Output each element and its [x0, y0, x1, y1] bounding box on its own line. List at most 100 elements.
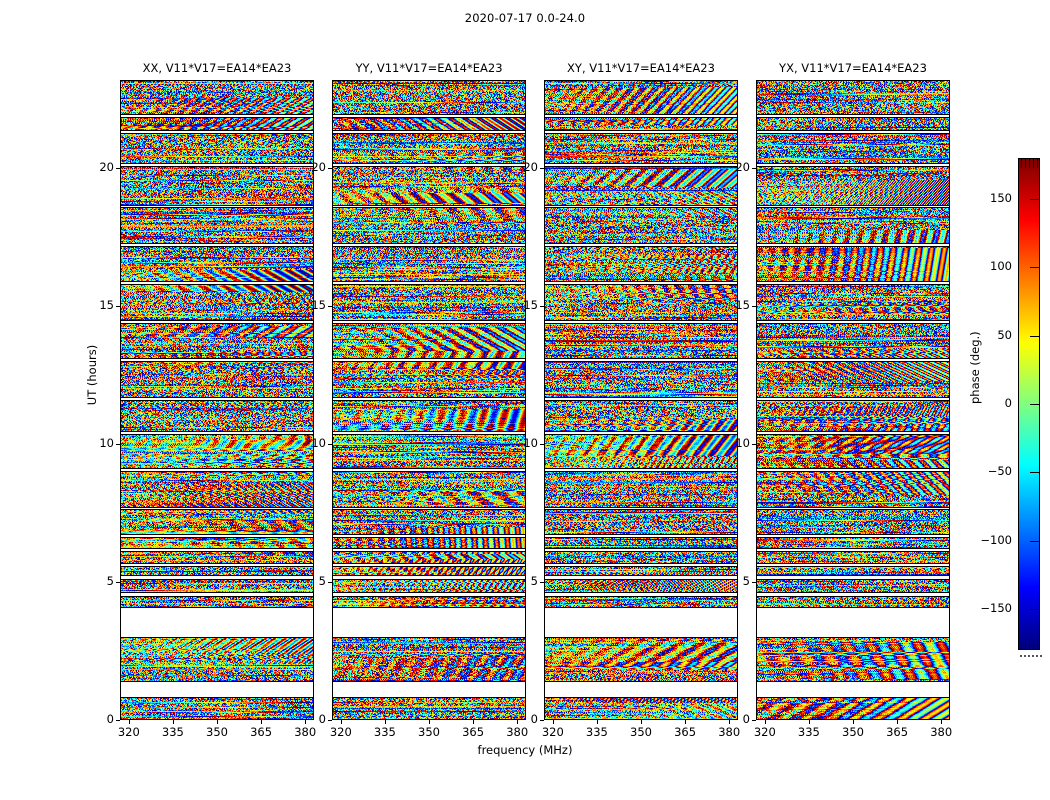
- panel-title-xx: XX, V11*V17=EA14*EA23: [142, 61, 292, 75]
- x-tick-label: 380: [930, 725, 953, 739]
- y-tick-label: 20: [735, 160, 750, 175]
- x-tick-mark: [217, 720, 218, 724]
- colorbar-bottom-extend-ticks: [1018, 640, 1040, 649]
- colorbar-tick-label: 50: [997, 327, 1012, 342]
- x-tick-label: 365: [674, 725, 697, 739]
- x-tick-mark: [517, 720, 519, 724]
- y-tick-mark: [328, 168, 332, 170]
- colorbar-tick-mark: [1030, 404, 1040, 405]
- colorbar-tick-mark: [1030, 609, 1040, 610]
- x-tick-label: 320: [753, 725, 776, 739]
- x-axis-label: frequency (MHz): [477, 743, 573, 757]
- x-tick-label: 350: [630, 725, 652, 739]
- y-tick-label: 20: [99, 160, 114, 175]
- x-tick-label: 365: [462, 725, 485, 739]
- x-tick-mark: [641, 720, 642, 724]
- colorbar-tick-label: 150: [990, 191, 1012, 205]
- y-tick-label: 5: [318, 574, 326, 589]
- x-tick-label: 320: [329, 725, 352, 739]
- y-tick-mark: [116, 720, 120, 721]
- y-tick-mark: [540, 168, 544, 170]
- x-tick-label: 380: [718, 725, 741, 739]
- panel-title-xy: XY, V11*V17=EA14*EA23: [567, 61, 715, 75]
- panel-title-yy: YY, V11*V17=EA14*EA23: [355, 61, 503, 75]
- y-tick-mark: [752, 582, 756, 584]
- x-tick-label: 335: [585, 725, 608, 739]
- y-tick-mark: [116, 444, 120, 446]
- heatmap-image-yy: [333, 81, 525, 719]
- colorbar-underflow-dots: [1018, 655, 1044, 659]
- y-tick-label: 10: [311, 436, 326, 451]
- x-tick-label: 320: [541, 725, 564, 739]
- x-tick-mark: [305, 720, 307, 724]
- colorbar-tick-label: 0: [1004, 396, 1012, 410]
- y-tick-mark: [540, 444, 544, 446]
- x-tick-mark: [729, 720, 731, 724]
- x-tick-mark: [473, 720, 475, 724]
- x-tick-label: 350: [842, 725, 864, 739]
- colorbar-tick-label: −150: [980, 601, 1012, 615]
- y-tick-label: 5: [106, 574, 114, 589]
- y-tick-mark: [752, 444, 756, 446]
- colorbar-tick-label: 100: [990, 259, 1012, 274]
- y-tick-label: 15: [99, 298, 114, 313]
- colorbar-top-extend-ticks: [1018, 159, 1040, 168]
- y-tick-label: 5: [530, 574, 538, 589]
- y-tick-mark: [328, 306, 332, 308]
- x-tick-mark: [808, 720, 810, 724]
- x-tick-label: 365: [886, 725, 909, 739]
- y-tick-label: 0: [106, 712, 114, 726]
- y-tick-label: 20: [311, 160, 326, 175]
- y-tick-mark: [540, 582, 544, 584]
- x-tick-label: 335: [797, 725, 820, 739]
- x-tick-label: 380: [294, 725, 317, 739]
- x-tick-label: 335: [373, 725, 396, 739]
- colorbar-tick-mark: [1030, 472, 1040, 474]
- colorbar-tick-mark: [1030, 199, 1040, 200]
- y-axis-label: UT (hours): [85, 344, 100, 406]
- x-tick-mark: [340, 720, 342, 724]
- y-tick-mark: [116, 306, 120, 308]
- x-tick-label: 320: [117, 725, 140, 739]
- y-tick-label: 15: [311, 298, 326, 313]
- heatmap-panel-yy: [332, 80, 526, 720]
- x-tick-mark: [172, 720, 174, 724]
- colorbar-tick-label: −100: [980, 532, 1012, 547]
- heatmap-panel-xx: [120, 80, 314, 720]
- y-tick-mark: [116, 582, 120, 584]
- y-tick-label: 20: [523, 160, 538, 175]
- y-tick-label: 10: [735, 436, 750, 451]
- y-tick-label: 0: [318, 712, 326, 726]
- y-tick-mark: [328, 720, 332, 721]
- y-tick-label: 5: [742, 574, 750, 589]
- x-tick-mark: [261, 720, 263, 724]
- x-tick-mark: [764, 720, 766, 724]
- colorbar-tick-label: −50: [987, 464, 1012, 479]
- x-tick-mark: [429, 720, 430, 724]
- heatmap-image-xy: [545, 81, 737, 719]
- heatmap-panel-xy: [544, 80, 738, 720]
- y-tick-label: 15: [523, 298, 538, 313]
- x-tick-label: 365: [250, 725, 273, 739]
- y-tick-label: 15: [735, 298, 750, 313]
- y-tick-label: 0: [530, 712, 538, 726]
- y-tick-mark: [752, 168, 756, 170]
- y-tick-mark: [752, 306, 756, 308]
- y-tick-label: 10: [99, 436, 114, 451]
- x-tick-mark: [128, 720, 130, 724]
- x-tick-mark: [853, 720, 854, 724]
- y-tick-label: 0: [742, 712, 750, 726]
- colorbar-tick-mark: [1030, 267, 1040, 269]
- y-tick-mark: [540, 720, 544, 721]
- colorbar-label: phase (deg.): [968, 331, 982, 404]
- x-tick-mark: [384, 720, 386, 724]
- x-tick-mark: [941, 720, 943, 724]
- colorbar-tick-mark: [1030, 540, 1040, 542]
- y-tick-mark: [328, 582, 332, 584]
- panel-title-yx: YX, V11*V17=EA14*EA23: [779, 61, 927, 75]
- y-tick-mark: [752, 720, 756, 721]
- x-tick-mark: [685, 720, 687, 724]
- x-tick-label: 335: [161, 725, 184, 739]
- heatmap-image-yx: [757, 81, 949, 719]
